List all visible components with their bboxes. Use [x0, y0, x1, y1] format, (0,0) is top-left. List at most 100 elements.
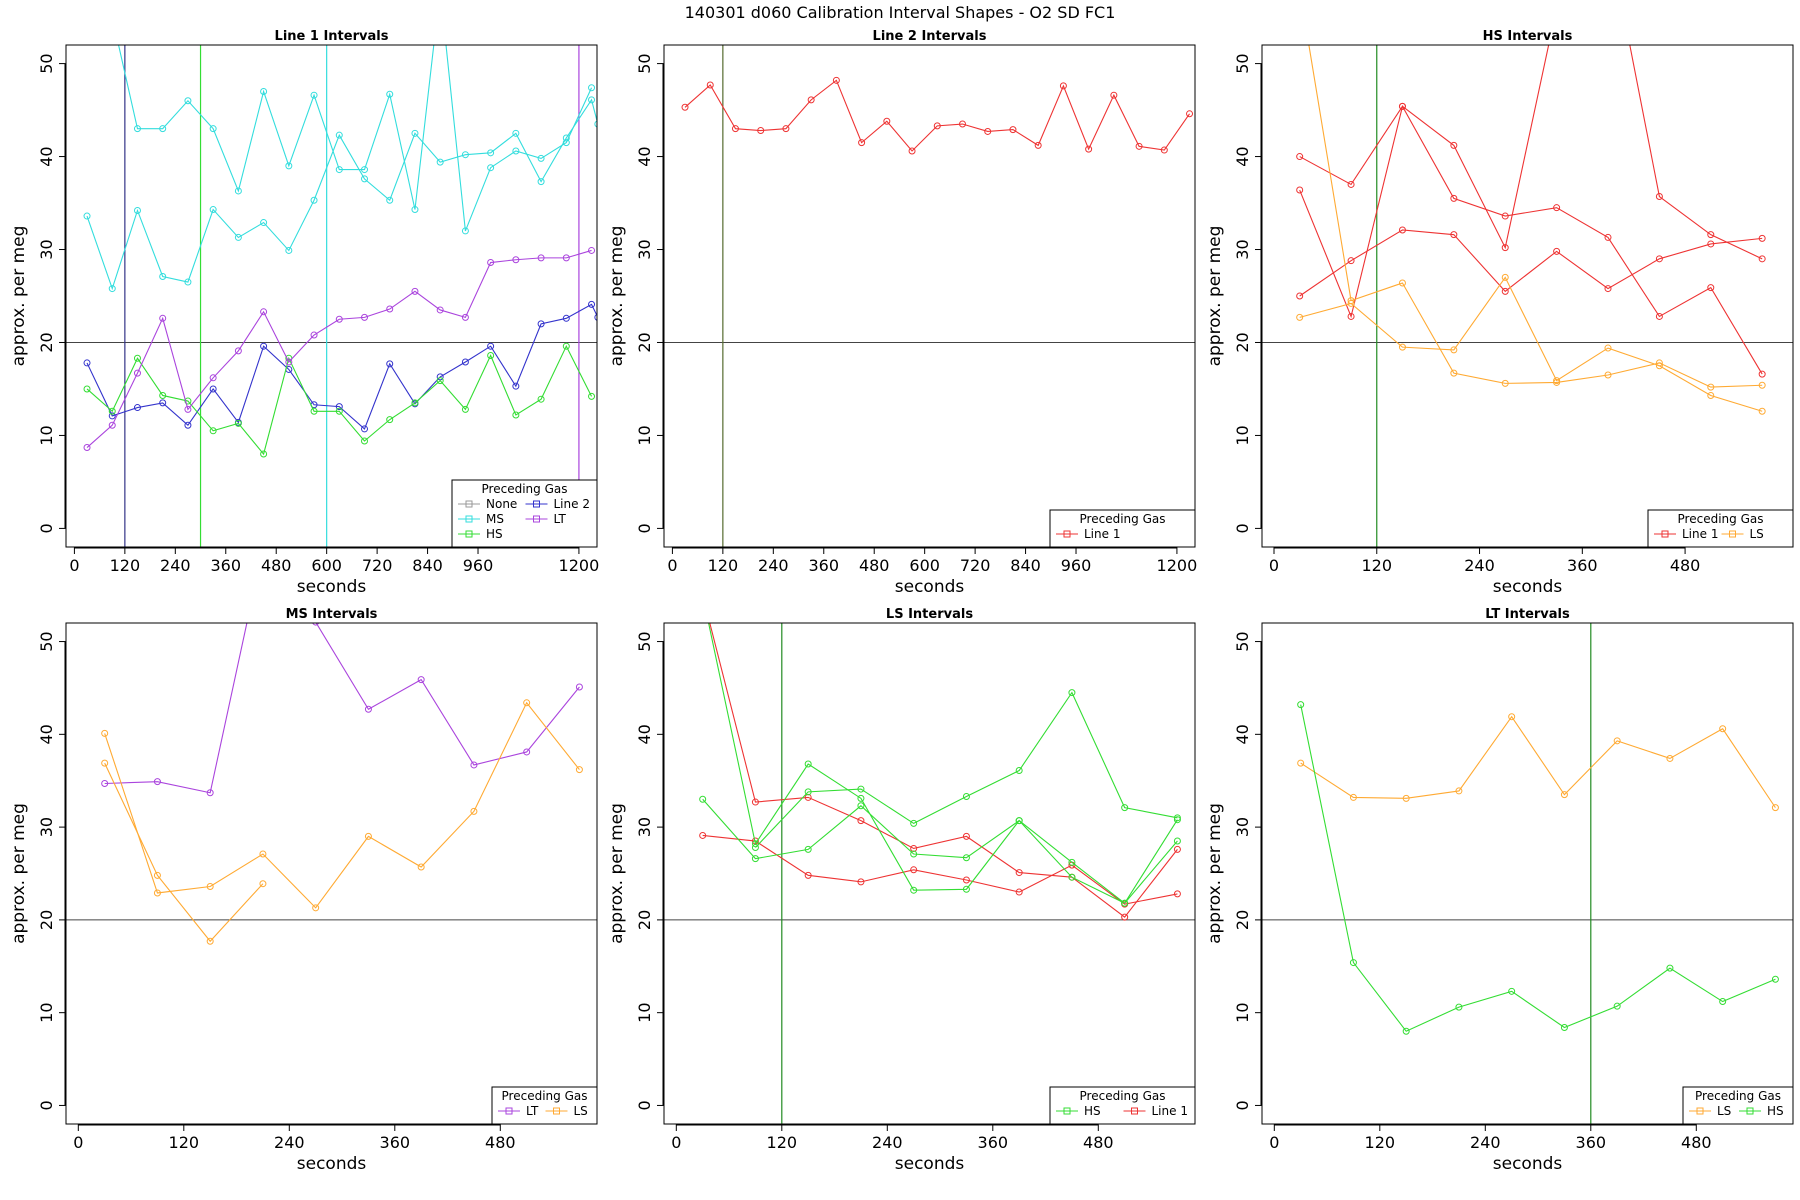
data-point — [364, 705, 372, 713]
data-point — [1758, 381, 1766, 389]
data-point — [681, 103, 689, 111]
data-point — [133, 206, 141, 214]
legend-entry-hs: HS — [486, 527, 503, 541]
data-point — [259, 850, 267, 858]
data-point — [804, 871, 812, 879]
data-point — [417, 676, 425, 684]
data-point — [184, 278, 192, 286]
legend-key-marker — [1746, 1107, 1754, 1115]
data-point — [1455, 787, 1463, 795]
data-point — [310, 196, 318, 204]
legend-entry-line-1: Line 1 — [1084, 527, 1120, 541]
series-line-lt — [104, 623, 580, 794]
data-point — [1553, 377, 1561, 385]
figure-title: 140301 d060 Calibration Interval Shapes … — [685, 3, 1116, 22]
x-tick-label: 120 — [169, 1133, 200, 1152]
y-axis-label: approx. per meg — [9, 803, 29, 944]
data-point — [361, 425, 369, 433]
y-tick-label: 0 — [37, 1100, 56, 1110]
data-point — [1604, 371, 1612, 379]
y-tick-label: 30 — [635, 239, 654, 259]
data-point — [101, 729, 109, 737]
data-point — [487, 342, 495, 350]
data-point — [1015, 888, 1023, 896]
series-line-ls — [1299, 276, 1763, 412]
data-point — [910, 850, 918, 858]
data-point — [386, 305, 394, 313]
y-tick-label: 0 — [635, 523, 654, 533]
data-point — [1450, 141, 1458, 149]
series-line-hs — [708, 623, 1178, 904]
panel-title: LT Intervals — [1485, 607, 1570, 622]
y-tick-label: 50 — [635, 53, 654, 73]
y-tick-label: 10 — [1233, 425, 1252, 445]
y-tick-label: 50 — [37, 53, 56, 73]
data-point — [537, 178, 545, 186]
data-point — [1059, 82, 1067, 90]
legend-box — [1647, 509, 1794, 548]
data-point — [512, 382, 520, 390]
x-tick-label: 240 — [1464, 556, 1495, 575]
data-point — [700, 592, 706, 598]
data-point — [1186, 110, 1194, 118]
data-point — [159, 125, 167, 133]
data-point — [335, 407, 343, 415]
data-point — [184, 421, 192, 429]
data-point — [757, 127, 765, 135]
data-point — [1173, 814, 1181, 822]
data-point — [1655, 255, 1663, 263]
data-point — [83, 385, 91, 393]
y-tick-label: 20 — [37, 910, 56, 930]
legend-title: Preceding Gas — [1695, 1089, 1781, 1103]
data-point — [1173, 837, 1181, 845]
panel-4: MS Intervals 0 120 240 360 480 seconds 0 10 20 30 4… — [9, 607, 598, 1174]
legend-key-marker — [1063, 530, 1071, 538]
data-point — [417, 863, 425, 871]
data-point — [1501, 287, 1509, 295]
data-point — [335, 315, 343, 323]
data-point — [1015, 869, 1023, 877]
data-point — [1450, 369, 1458, 377]
series-line-line-1 — [1299, 104, 1763, 375]
data-point — [310, 91, 318, 99]
legend-key-marker — [1729, 530, 1736, 538]
data-point — [1613, 1002, 1621, 1010]
plot-frame — [1261, 44, 1794, 548]
data-point — [436, 377, 444, 385]
data-point — [364, 832, 372, 840]
y-tick-label: 10 — [37, 425, 56, 445]
panel-5: LS Intervals 0 120 240 360 480 seconds 0 10 20 30 4… — [607, 592, 1196, 1174]
data-point — [1068, 689, 1076, 697]
data-point — [234, 187, 242, 195]
data-point — [933, 122, 941, 130]
series-line-line-1 — [702, 834, 1178, 905]
data-point — [234, 347, 242, 355]
x-tick-label: 0 — [73, 1133, 83, 1152]
data-point — [108, 285, 116, 293]
data-point — [153, 889, 161, 897]
data-point — [234, 419, 242, 427]
data-point — [1402, 794, 1410, 802]
series-line-ms — [86, 98, 597, 291]
x-tick-label: 720 — [960, 556, 991, 575]
data-point — [335, 403, 343, 411]
x-tick-label: 480 — [859, 556, 890, 575]
series-line-line-2 — [86, 303, 597, 430]
data-point — [1347, 180, 1355, 188]
data-point — [1347, 299, 1355, 307]
data-point — [260, 342, 268, 350]
data-point — [411, 399, 419, 407]
data-point — [1068, 873, 1076, 881]
x-tick-label: 240 — [872, 1133, 903, 1152]
y-tick-label: 20 — [635, 910, 654, 930]
data-point — [335, 131, 343, 139]
data-point — [1508, 987, 1516, 995]
data-point — [858, 139, 866, 147]
plot-region — [664, 592, 1195, 1124]
plot-region — [66, 45, 597, 547]
legend-entry-line-2: Line 2 — [554, 497, 590, 511]
data-point — [285, 162, 293, 170]
data-point — [411, 206, 419, 214]
data-point — [1173, 890, 1181, 898]
